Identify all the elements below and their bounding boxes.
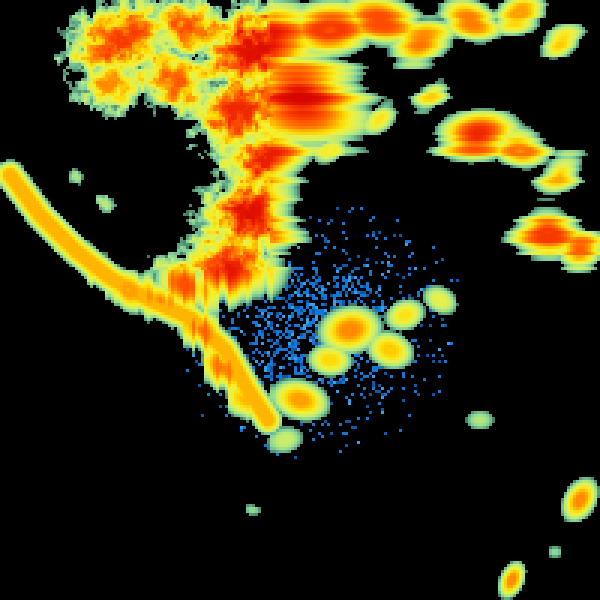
radar-reflectivity-canvas[interactable] (0, 0, 600, 600)
radar-image-view[interactable]: Radar Reflectivity Composite Weather rad… (0, 0, 600, 600)
